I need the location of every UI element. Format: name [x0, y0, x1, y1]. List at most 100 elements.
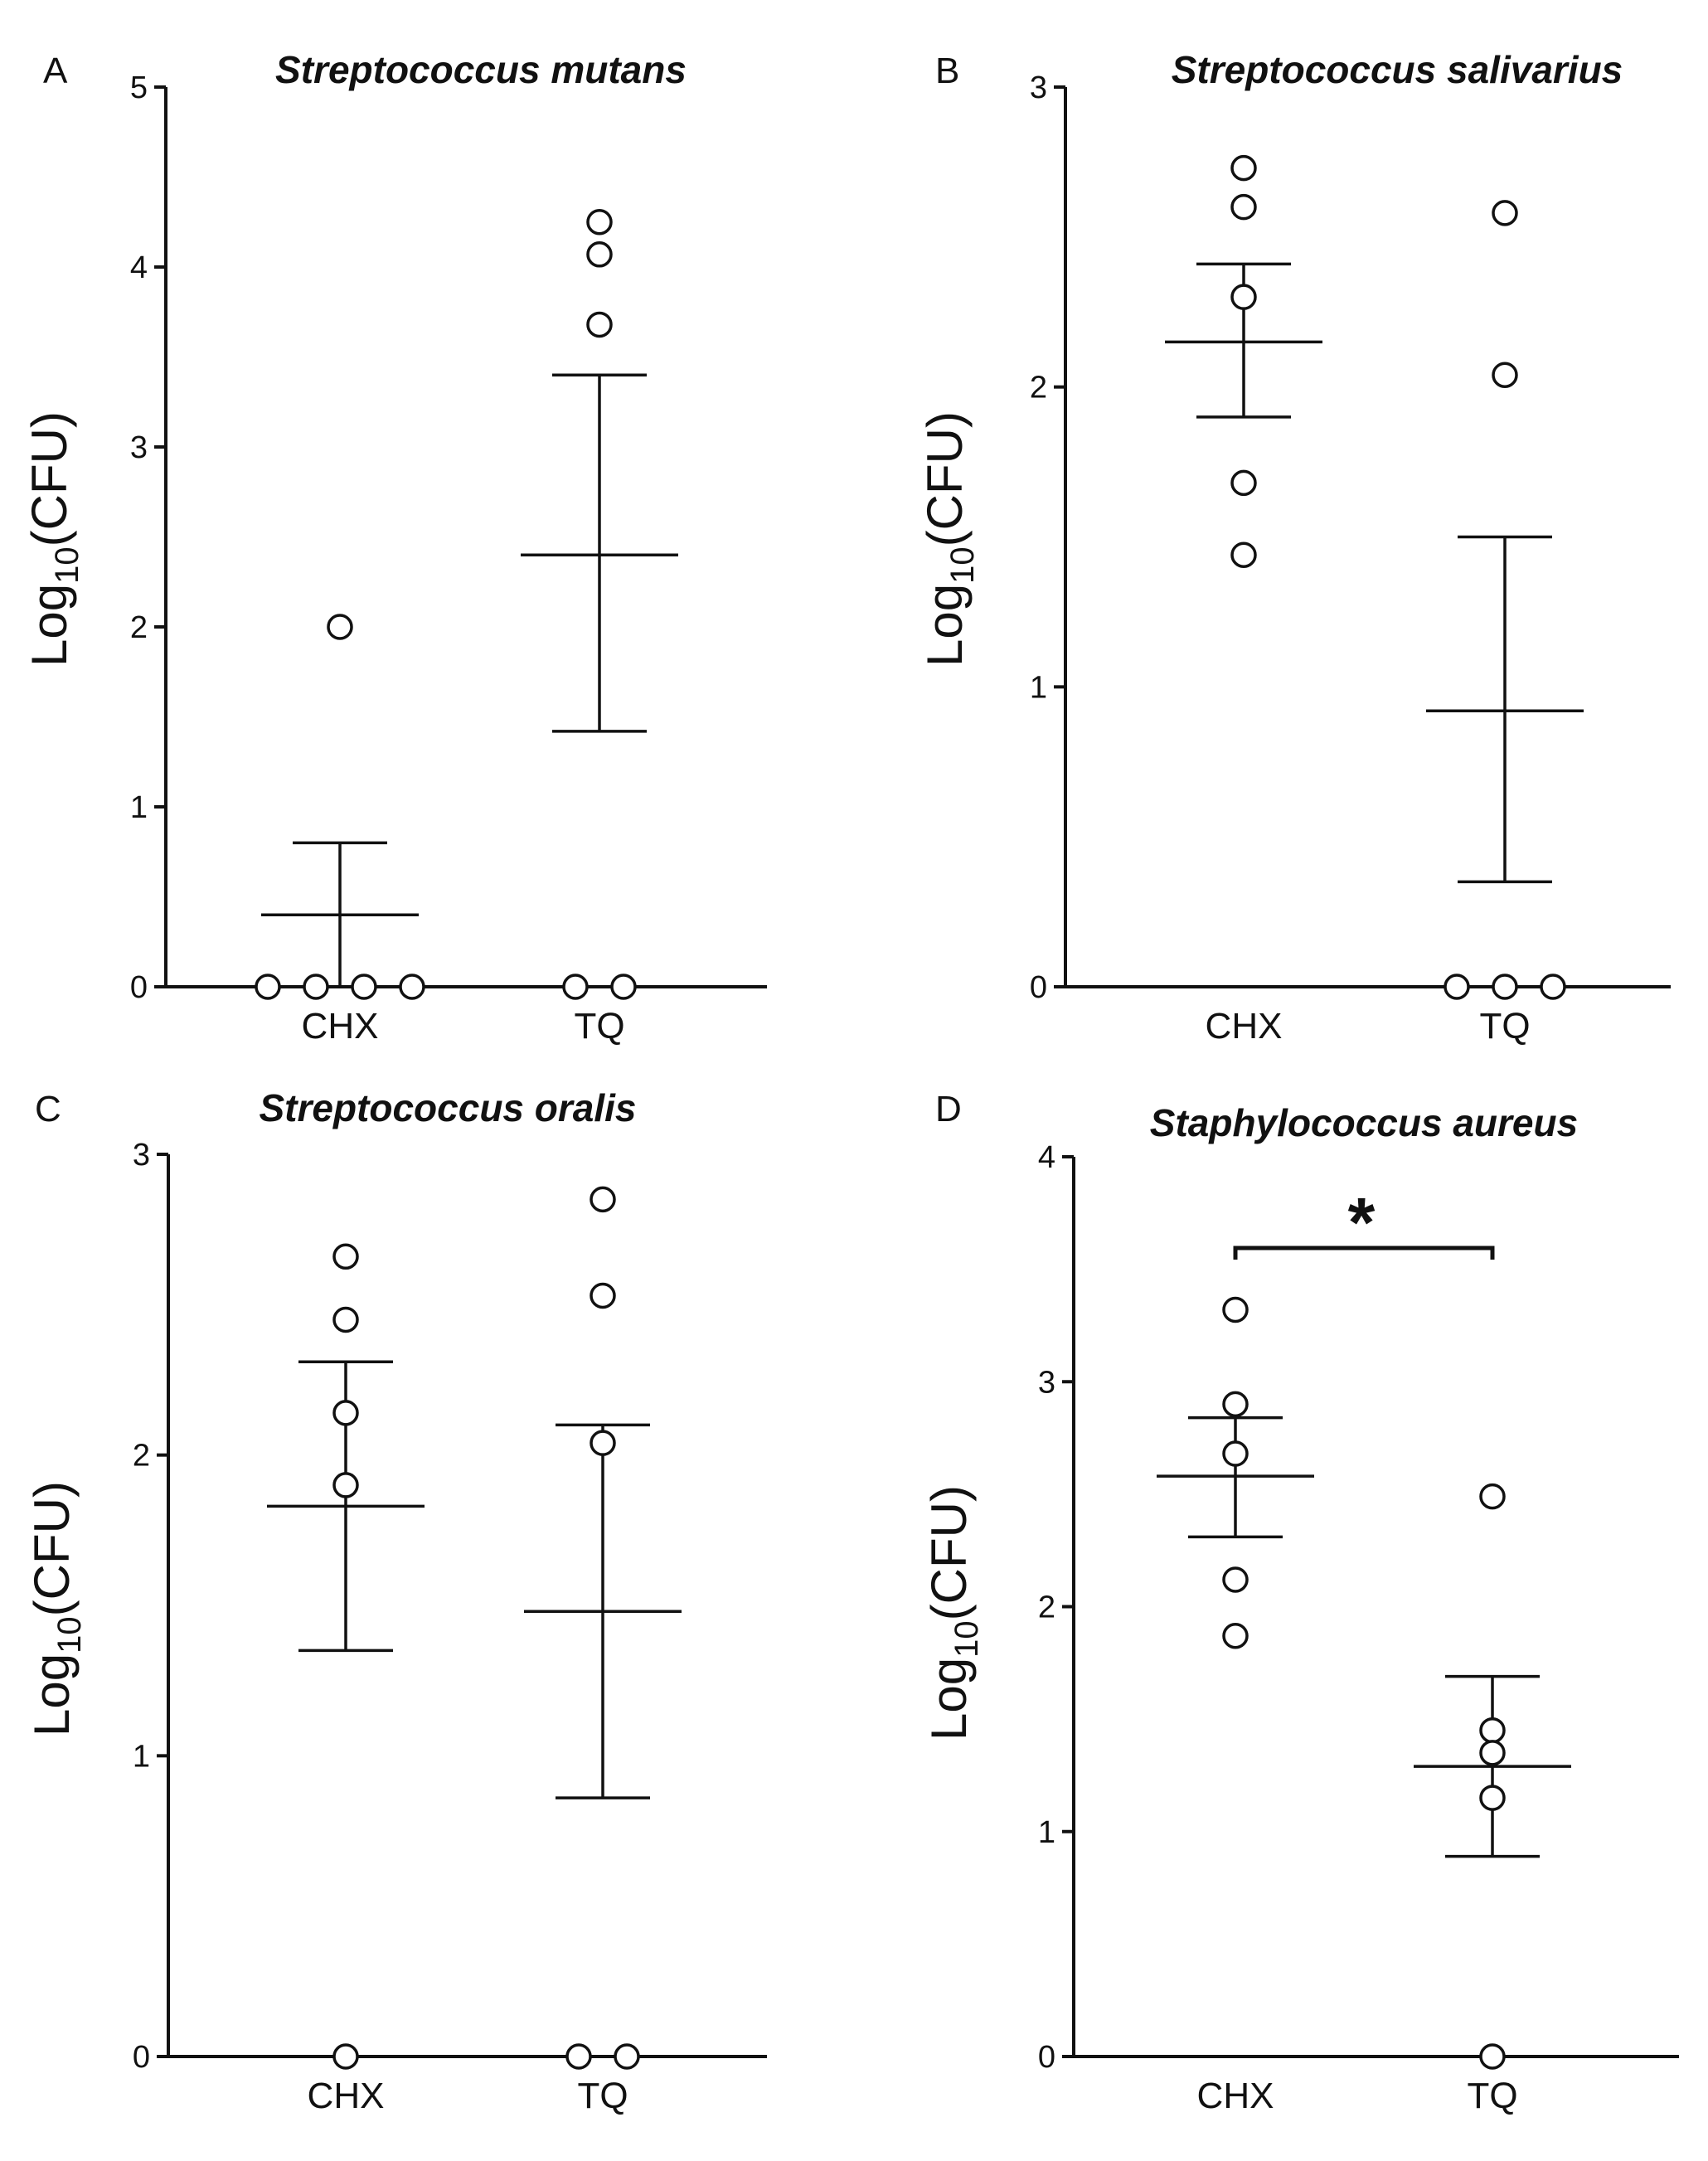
- data-point: [562, 974, 589, 1000]
- y-tick-label: 3: [133, 1138, 150, 1173]
- series-chx: [267, 1243, 425, 2070]
- y-axis-label-log: Log: [24, 1654, 80, 1736]
- panel-a: A Streptococcus mutans 0 1 2 3 4 5 Log10(CFU) CHX…: [22, 48, 767, 1047]
- x-category-label: CHX: [302, 1006, 379, 1047]
- data-point: [590, 1282, 616, 1309]
- x-category-label: TQ: [1467, 2076, 1517, 2116]
- data-point: [1230, 193, 1257, 221]
- y-axis-label-sub: 10: [949, 1620, 985, 1658]
- x-category-label: CHX: [1197, 2076, 1274, 2116]
- y-axis-label: Log10(CFU): [921, 1485, 985, 1741]
- y-tick-label: 1: [1038, 1815, 1055, 1850]
- data-point: [1492, 200, 1518, 226]
- data-point: [332, 2043, 359, 2070]
- data-point: [1479, 1483, 1506, 1510]
- chart-title: Streptococcus oralis: [259, 1086, 636, 1129]
- panel-letter: C: [35, 1089, 61, 1129]
- significance-star: *: [1348, 1183, 1376, 1261]
- panel-b: B Streptococcus salivarius 0 1 2 3 Log10(CFU) C…: [917, 48, 1671, 1047]
- y-axis-label-cfu: (CFU): [24, 1481, 80, 1616]
- data-point: [351, 974, 377, 1000]
- y-axis-label-sub: 10: [49, 546, 85, 584]
- series-tq: [1414, 1483, 1571, 2070]
- significance-bracket: *: [1233, 1183, 1495, 1261]
- series-chx: [255, 614, 425, 1000]
- series-tq: [524, 1186, 682, 2070]
- y-axis-label-cfu: (CFU): [22, 411, 77, 546]
- data-point: [332, 1400, 359, 1426]
- data-point: [1540, 974, 1566, 1000]
- data-point: [332, 1243, 359, 1270]
- panel-letter: D: [935, 1089, 962, 1129]
- y-tick-label: 0: [1038, 2040, 1055, 2075]
- data-point: [565, 2043, 592, 2070]
- y-tick-label: 2: [1038, 1590, 1055, 1625]
- data-point: [332, 1472, 359, 1498]
- x-category-label: CHX: [1206, 1006, 1283, 1047]
- chart-title: Streptococcus mutans: [275, 48, 687, 91]
- data-point: [327, 614, 353, 640]
- y-axis-label: Log10(CFU): [22, 411, 85, 667]
- y-axis-label-sub: 10: [51, 1616, 88, 1654]
- data-point: [1222, 1296, 1249, 1323]
- y-tick-label: 3: [1038, 1365, 1055, 1400]
- bracket-line: [1233, 1246, 1495, 1260]
- data-point: [586, 241, 613, 268]
- chart-title: Staphylococcus aureus: [1150, 1101, 1578, 1144]
- data-point: [1222, 1566, 1249, 1593]
- y-tick-label: 3: [130, 430, 148, 465]
- y-tick-label: 2: [133, 1439, 150, 1474]
- data-point: [610, 974, 637, 1000]
- y-tick-label: 0: [130, 970, 148, 1005]
- y-tick-label: 2: [1030, 371, 1047, 405]
- data-point: [590, 1430, 616, 1456]
- y-axis-label: Log10(CFU): [917, 411, 981, 667]
- x-category-label: TQ: [577, 2076, 628, 2116]
- y-axis-label: Log10(CFU): [24, 1481, 88, 1736]
- data-point: [1222, 1391, 1249, 1418]
- data-point: [1230, 284, 1257, 310]
- x-category-label: TQ: [1479, 1006, 1530, 1047]
- y-tick-label: 1: [133, 1739, 150, 1774]
- data-point: [1222, 1623, 1249, 1649]
- y-tick-label: 2: [130, 610, 148, 645]
- data-point: [586, 209, 613, 236]
- chart-title: Streptococcus salivarius: [1172, 48, 1623, 91]
- data-point: [614, 2043, 640, 2070]
- y-tick-label: 0: [133, 2040, 150, 2075]
- data-point: [1444, 974, 1470, 1000]
- data-point: [399, 974, 425, 1000]
- x-category-label: TQ: [574, 1006, 624, 1047]
- panel-letter: A: [43, 51, 68, 91]
- y-tick-label: 1: [130, 790, 148, 825]
- data-point: [1479, 2043, 1506, 2070]
- y-axis-label-log: Log: [921, 1658, 977, 1741]
- y-tick-label: 3: [1030, 70, 1047, 105]
- series-chx: [1157, 1296, 1314, 1649]
- data-point: [1479, 1740, 1506, 1766]
- y-axis-label-cfu: (CFU): [917, 411, 973, 546]
- panel-letter: B: [935, 51, 959, 91]
- data-point: [1222, 1440, 1249, 1467]
- y-axis-label-log: Log: [22, 584, 77, 667]
- data-point: [1479, 1785, 1506, 1811]
- panel-c: C Streptococcus oralis 0 1 2 3 Log10(CFU) CHX TQ: [24, 1086, 767, 2116]
- data-point: [303, 974, 329, 1000]
- data-point: [1230, 541, 1257, 568]
- y-tick-label: 5: [130, 70, 148, 105]
- data-point: [332, 1306, 359, 1333]
- data-point: [1492, 974, 1518, 1000]
- panel-d: D Staphylococcus aureus 0 1 2 3 4 Log10(CFU) CHX…: [921, 1089, 1679, 2116]
- data-point: [1479, 1717, 1506, 1744]
- y-tick-label: 4: [1038, 1140, 1055, 1175]
- y-axis-label-sub: 10: [944, 546, 981, 584]
- series-tq: [521, 209, 678, 1000]
- data-point: [255, 974, 281, 1000]
- series-chx: [1165, 154, 1322, 568]
- y-tick-label: 4: [130, 250, 148, 285]
- y-axis-label-cfu: (CFU): [921, 1485, 977, 1620]
- y-tick-label: 0: [1030, 970, 1047, 1005]
- data-point: [590, 1186, 616, 1213]
- data-point: [1230, 469, 1257, 497]
